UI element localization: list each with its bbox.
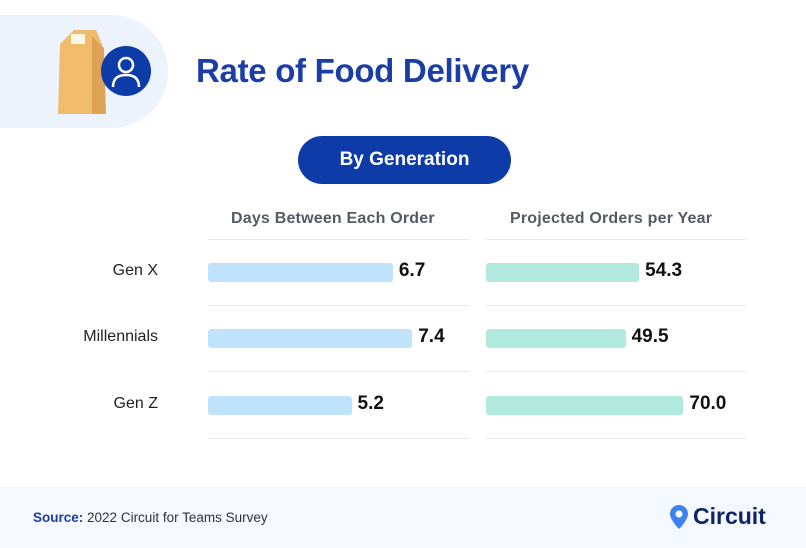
bar-days-1: [208, 329, 413, 348]
circuit-logo: Circuit: [670, 503, 766, 530]
bar-days-0: [208, 263, 393, 282]
row-divider: [486, 371, 746, 372]
category-label: Gen X: [112, 262, 158, 279]
days-column-title: Days Between Each Order: [231, 210, 435, 227]
value-label: 70.0: [689, 393, 727, 414]
row-divider: [486, 239, 746, 240]
row-divider: [208, 239, 469, 240]
orders-column-title: Projected Orders per Year: [510, 210, 713, 227]
bar-orders-0: [486, 263, 640, 282]
value-label: 54.3: [645, 260, 683, 281]
user-icon: [101, 46, 151, 96]
value-label: 7.4: [418, 326, 445, 347]
bar-orders-1: [486, 329, 626, 348]
value-label: 6.7: [398, 260, 426, 281]
row-divider: [486, 438, 746, 439]
paper-bag-icon: [58, 30, 106, 114]
row-divider: [486, 305, 746, 306]
row-divider: [208, 371, 469, 372]
location-pin-icon: [670, 504, 688, 529]
logo-text: Circuit: [693, 503, 766, 529]
value-label: 5.2: [357, 393, 384, 414]
category-label: Gen Z: [113, 395, 158, 412]
category-label: Millennials: [83, 328, 158, 345]
source-text: 2022 Circuit for Teams Survey: [87, 510, 268, 525]
source-label: Source:: [33, 510, 84, 525]
bar-orders-2: [486, 396, 684, 415]
source-note: Source: 2022 Circuit for Teams Survey: [33, 510, 268, 525]
row-divider: [208, 438, 469, 439]
row-divider: [208, 305, 469, 306]
bar-days-2: [208, 396, 352, 415]
generation-pill: By Generation: [298, 136, 511, 184]
page-title: Rate of Food Delivery: [196, 52, 529, 89]
value-label: 49.5: [631, 326, 669, 347]
